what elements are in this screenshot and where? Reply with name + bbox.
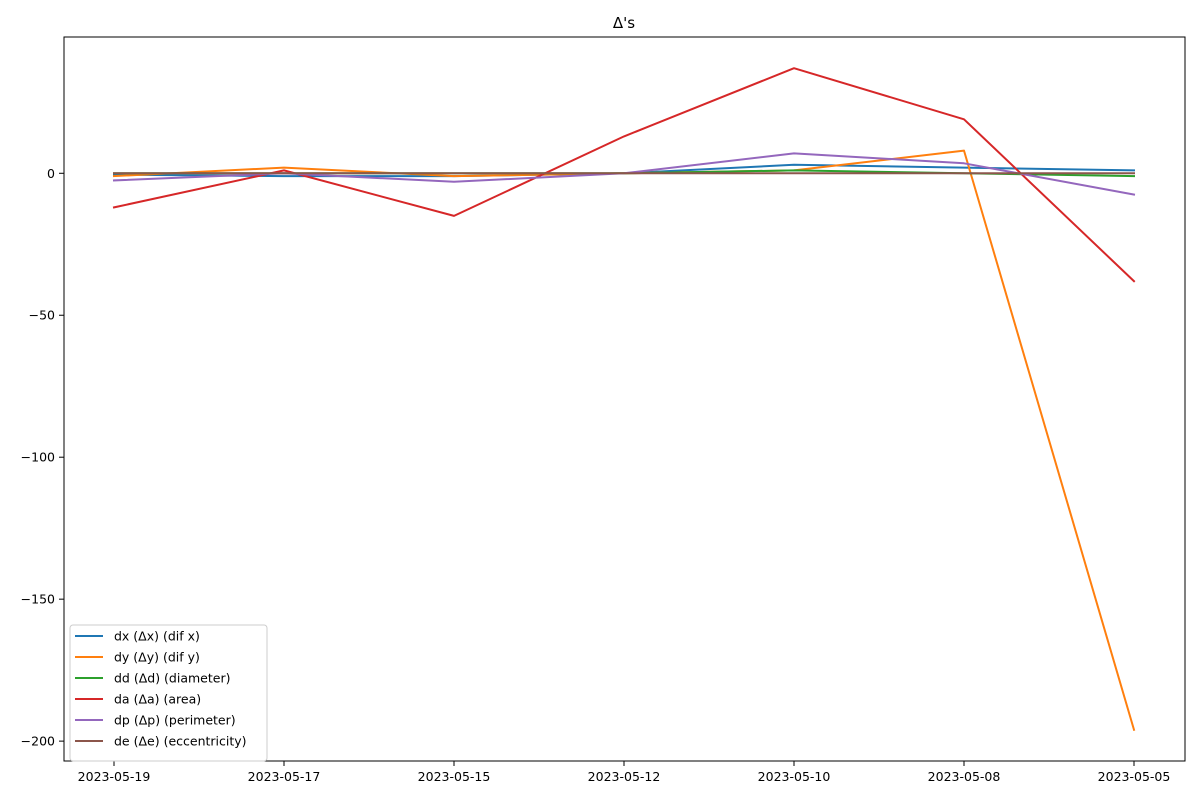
x-tick-label: 2023-05-15 [418,769,491,784]
x-tick-label: 2023-05-17 [248,769,321,784]
x-tick-label: 2023-05-08 [928,769,1001,784]
y-tick-label: −100 [21,450,55,465]
chart-title: Δ's [613,14,635,32]
y-tick-label: −50 [29,308,55,323]
legend: dx (Δx) (dif x) dy (Δy) (dif y) dd (Δd) (d… [69,624,268,762]
legend-label-2: dy (Δy) (dif y) [114,650,200,665]
series-line-4 [112,67,1136,283]
legend-label-6: de (Δe) (eccentricity) [114,734,247,749]
y-tick-label: −150 [21,592,55,607]
x-tick-label: 2023-05-19 [78,769,151,784]
legend-label-4: da (Δa) (area) [114,692,201,707]
y-tick-label: −200 [21,734,55,749]
x-tick-label: 2023-05-12 [588,769,661,784]
legend-label-5: dp (Δp) (perimeter) [114,713,236,728]
x-tick-label: 2023-05-10 [758,769,831,784]
plot-area: 2023-05-19 2023-05-17 2023-05-15 2023-05-12… [21,36,1186,784]
legend-box [69,624,268,762]
legend-label-1: dx (Δx) (dif x) [114,629,200,644]
legend-label-3: dd (Δd) (diameter) [114,671,230,686]
y-tick-label: 0 [47,166,55,181]
x-tick-label: 2023-05-05 [1098,769,1171,784]
